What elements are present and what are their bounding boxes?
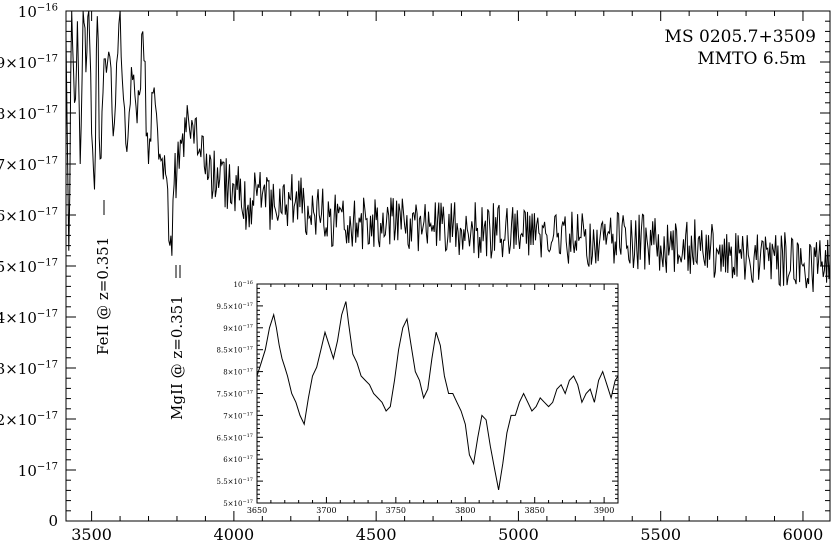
inset-chart: 3650 3700 3750 3800 3850 3900 5×10−17 5.5×10−1… [217,280,619,515]
main-y-tick-label: 10−16 [18,2,58,21]
main-spectrum-line [65,10,831,293]
inset-y-tick-labels: 5×10−17 5.5×10−17 6×10−17 6.5×10−17 7×10−17 7… [217,280,253,508]
inset-y-tick-label: 10−16 [234,280,253,289]
inset-x-tick-label: 3700 [316,506,336,515]
main-y-tick-label: 4×10−17 [0,308,58,327]
main-y-tick-label: 6×10−17 [0,206,58,225]
main-y-tick-label: 7×10−17 [0,155,58,174]
main-y-tick-labels: 0 10−17 2×10−17 3×10−17 4×10−17 5×10−17 6×10−1… [0,2,58,530]
inset-y-tick-label: 8×10−17 [223,367,253,376]
inset-y-tick-label: 6×10−17 [223,455,253,464]
inset-y-tick-label: 8.5×10−17 [217,346,253,355]
inset-y-tick-label: 7.5×10−17 [217,389,253,398]
main-x-tick-label: 3500 [71,525,112,541]
inset-x-tick-label: 3900 [594,506,614,515]
main-axis-ticks [66,10,830,522]
main-y-tick-label: 2×10−17 [0,410,58,429]
inset-axis-ticks [256,283,619,504]
object-name-label: MS 0205.7+3509 [665,27,816,47]
main-x-tick-label: 5500 [640,525,681,541]
main-y-tick-label: 10−17 [18,461,58,480]
main-x-tick-labels: 3500 4000 4500 5000 5500 6000 [71,525,823,541]
main-y-tick-label: 9×10−17 [0,53,58,72]
inset-y-tick-label: 6.5×10−17 [217,433,253,442]
main-y-tick-label: 0 [48,512,58,530]
main-x-tick-label: 5000 [498,525,539,541]
main-y-tick-label: 8×10−17 [0,104,58,123]
line-annotation-label: FeII @ z=0.351 [94,237,112,355]
inset-x-tick-labels: 3650 3700 3750 3800 3850 3900 [247,506,614,515]
inset-spectrum-line [256,301,619,490]
inset-background [257,284,618,503]
inset-y-tick-label: 9×10−17 [223,324,253,333]
main-x-tick-label: 6000 [783,525,824,541]
inset-x-tick-label: 3750 [386,506,406,515]
line-annotation-label: MgII @ z=0.351 [168,295,186,420]
inset-y-tick-label: 5×10−17 [223,499,253,508]
line-annotations: FeII @ z=0.351 MgII @ z=0.351 [94,200,186,420]
inset-x-tick-label: 3850 [525,506,545,515]
main-x-tick-label: 4500 [356,525,397,541]
inset-y-tick-label: 5.5×10−17 [217,477,253,486]
inset-x-tick-label: 3800 [455,506,475,515]
inset-x-tick-label: 3650 [247,506,267,515]
main-x-tick-label: 4000 [214,525,255,541]
main-y-tick-label: 5×10−17 [0,257,58,276]
main-y-tick-label: 3×10−17 [0,359,58,378]
telescope-label: MMTO 6.5m [697,49,806,69]
inset-y-tick-label: 9.5×10−17 [217,302,253,311]
inset-y-tick-label: 7×10−17 [223,411,253,420]
